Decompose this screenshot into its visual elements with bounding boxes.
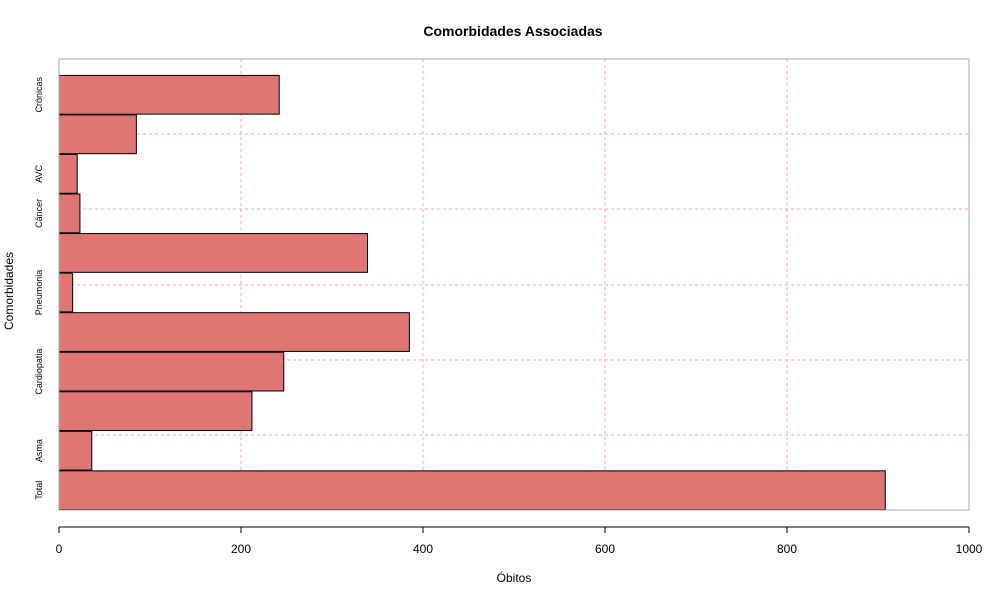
bar bbox=[59, 352, 284, 391]
x-tick-label: 1000 bbox=[956, 542, 983, 556]
bars bbox=[59, 75, 885, 509]
chart-title: Comorbidades Associadas bbox=[423, 23, 602, 39]
bar bbox=[59, 234, 367, 273]
category-label: Câncer bbox=[34, 199, 44, 228]
category-label: Total bbox=[34, 481, 44, 500]
x-axis-label: Óbitos bbox=[497, 570, 532, 585]
x-tick-label: 400 bbox=[413, 542, 433, 556]
grid-lines bbox=[59, 59, 969, 510]
category-label: Cardiopatia bbox=[34, 349, 44, 395]
bar bbox=[59, 471, 885, 510]
bar bbox=[59, 431, 92, 470]
category-label: AVC bbox=[34, 164, 44, 182]
bar bbox=[59, 273, 73, 312]
category-label: Pneumonia bbox=[34, 270, 44, 316]
x-tick-label: 800 bbox=[777, 542, 797, 556]
x-tick-label: 200 bbox=[231, 542, 251, 556]
y-axis-label: Comorbidades bbox=[2, 252, 16, 330]
bar bbox=[59, 313, 409, 352]
x-tick-label: 600 bbox=[595, 542, 615, 556]
y-axis-category-labels: Total Asma Cardiopatia Pneumonia Câncer AVC Cr… bbox=[34, 77, 44, 500]
x-axis: 0 200 400 600 800 1000 bbox=[56, 527, 983, 556]
category-label: Asma bbox=[34, 439, 44, 462]
bar bbox=[59, 75, 279, 114]
bar bbox=[59, 392, 252, 431]
category-label: Crônicas bbox=[34, 77, 44, 113]
bar bbox=[59, 154, 77, 193]
x-tick-label: 0 bbox=[56, 542, 63, 556]
plot-frame bbox=[59, 59, 969, 510]
bar bbox=[59, 194, 80, 233]
bar bbox=[59, 115, 136, 154]
